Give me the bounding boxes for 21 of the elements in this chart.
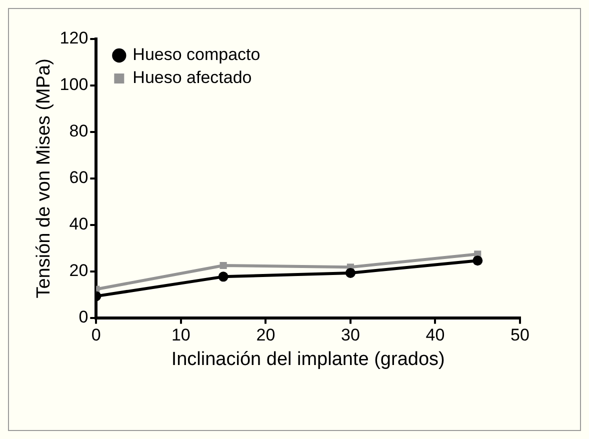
point [220,262,227,270]
y-tick-label: 40 [69,214,88,234]
x-tick-label: 30 [341,326,360,345]
y-tick-label: 100 [60,75,88,94]
x-tick-label: 10 [171,326,190,345]
x-axis-title: Inclinación del implante (grados) [171,348,445,370]
y-tick-label: 120 [60,28,88,48]
x-tick-label: 20 [256,326,276,345]
legend-label: Hueso compacto [132,45,260,64]
y-tick-label: 0 [78,307,88,326]
point [472,256,483,266]
x-tick-label: 50 [510,326,530,345]
point [345,268,356,278]
legend-label: Hueso afectado [132,68,252,88]
point [218,272,228,282]
y-axis-title: Tensión de von Mises (MPa) [34,58,55,298]
x-tick-label: 0 [91,326,101,345]
y-tick-label: 80 [69,122,88,141]
y-tick-label: 20 [69,261,88,280]
y-tick-label: 60 [69,168,88,188]
x-tick-label: 40 [426,326,445,345]
